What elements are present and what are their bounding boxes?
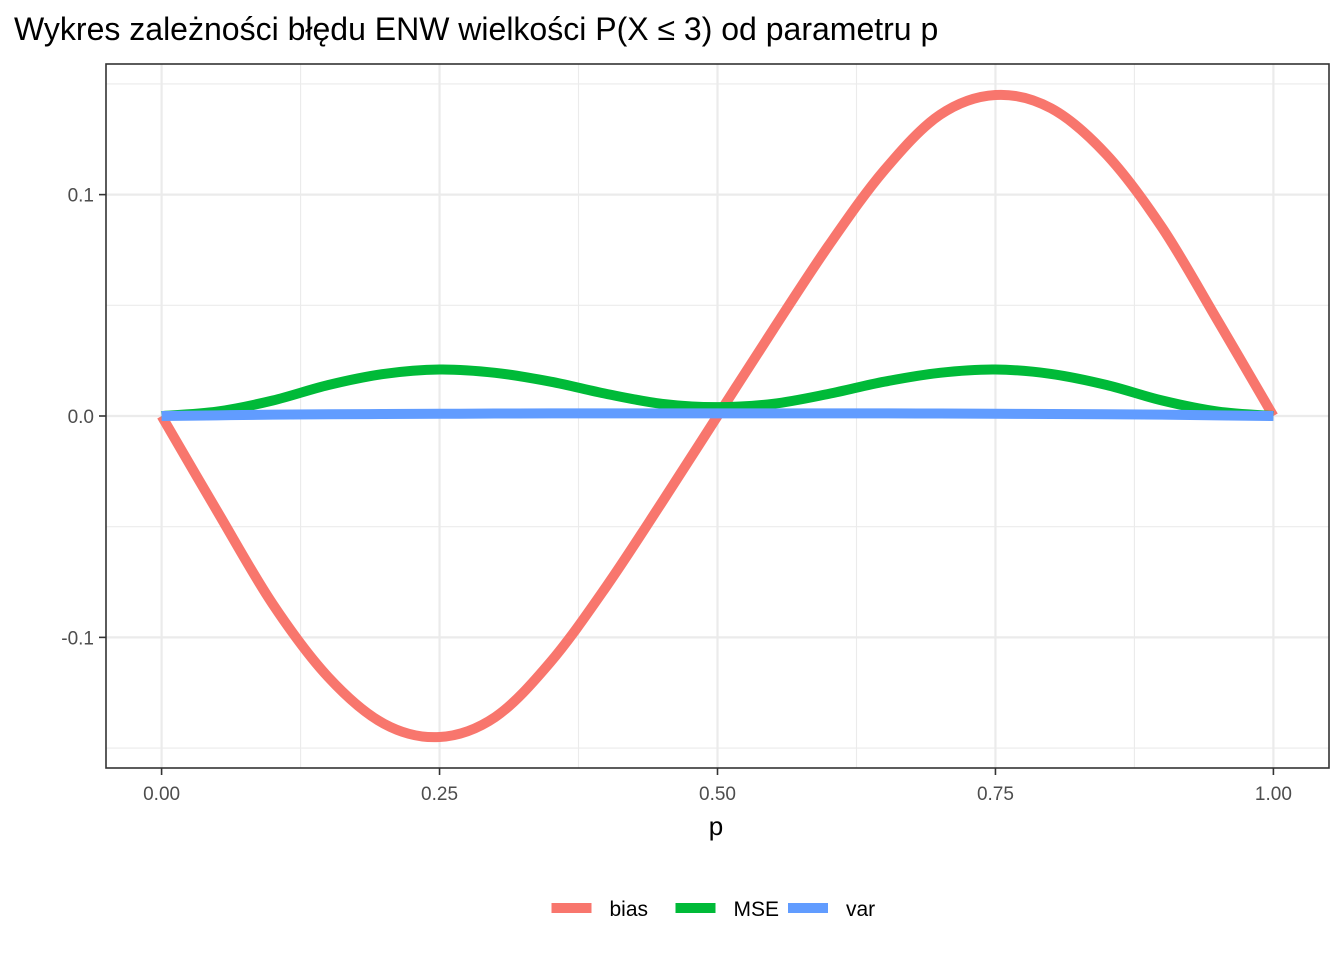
x-axis: 0.00 0.25 0.50 0.75 1.00 (143, 768, 1292, 805)
y-tick-label: 0.0 (68, 407, 94, 428)
x-tick-label: 1.00 (1255, 784, 1292, 805)
chart-title: Wykres zależności błędu ENW wielkości P(… (14, 11, 938, 47)
legend-label-var: var (846, 898, 875, 921)
legend: bias MSE var (551, 898, 875, 921)
legend-label-mse: MSE (734, 898, 780, 921)
x-axis-title: p (709, 811, 723, 841)
series-line-var (161, 408, 1274, 421)
series-layer (157, 89, 1278, 743)
plot-panel (105, 63, 1330, 769)
legend-label-bias: bias (610, 898, 649, 921)
series-line-mse (161, 364, 1274, 421)
y-axis: -0.1 0.0 0.1 (61, 186, 106, 649)
x-tick-label: 0.50 (699, 784, 736, 805)
y-tick-label: -0.1 (61, 628, 94, 649)
x-tick-label: 0.75 (977, 784, 1014, 805)
y-tick-label: 0.1 (68, 186, 94, 207)
x-tick-label: 0.25 (421, 784, 458, 805)
x-tick-label: 0.00 (143, 784, 180, 805)
